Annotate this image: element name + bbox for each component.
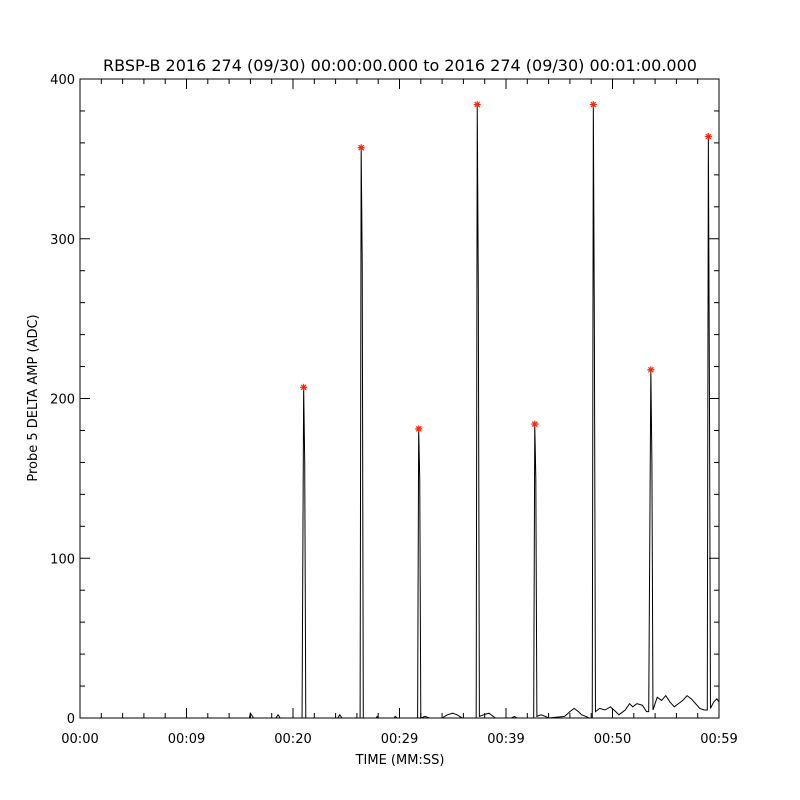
plot-frame: [79, 78, 720, 719]
y-tick-label: 0: [67, 712, 75, 727]
y-tick-label: 300: [50, 233, 75, 248]
x-tick-label: 00:29: [381, 732, 418, 747]
x-tick-label: 00:09: [168, 732, 205, 747]
peak-marker: [647, 366, 655, 374]
x-tick-label: 00:50: [594, 732, 631, 747]
peak-marker: [531, 420, 539, 428]
x-tick-label: 00:00: [61, 732, 98, 747]
peak-marker: [357, 144, 365, 152]
x-tick-label: 00:20: [274, 732, 311, 747]
y-tick-labels: 0 100 200 300 400: [50, 73, 75, 727]
y-axis-label: Probe 5 DELTA AMP (ADC): [26, 314, 41, 481]
series-line: [80, 104, 720, 719]
x-tick-label: 00:59: [700, 732, 737, 747]
peak-marker: [473, 101, 481, 109]
y-tick-label: 200: [50, 393, 75, 408]
peak-markers: [300, 101, 712, 433]
chart-title: RBSP-B 2016 274 (09/30) 00:00:00.000 to …: [103, 56, 697, 75]
x-axis-label: TIME (MM:SS): [355, 753, 445, 768]
peak-marker: [415, 425, 423, 433]
y-tick-label: 400: [50, 73, 75, 88]
x-tick-label: 00:39: [487, 732, 524, 747]
data-lines: [80, 104, 720, 719]
peak-marker: [704, 133, 712, 141]
x-tick-labels: 00:00 00:09 00:20 00:29 00:39 00:50 00:59: [61, 732, 737, 747]
y-tick-label: 100: [50, 552, 75, 567]
peak-marker: [300, 383, 308, 391]
peak-marker: [589, 101, 597, 109]
axis-ticks: [79, 78, 720, 719]
